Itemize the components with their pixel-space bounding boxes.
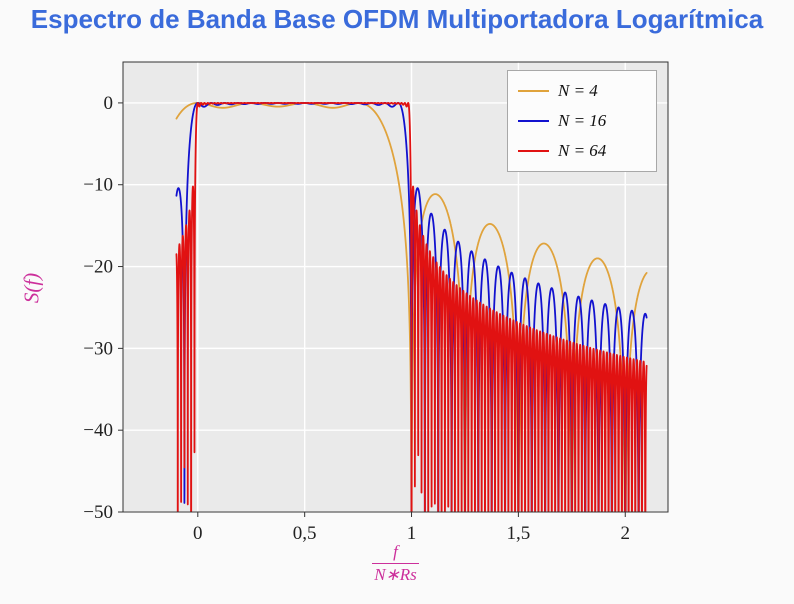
y-tick-label: −10 xyxy=(83,175,113,196)
x-label-denominator: N∗Rs xyxy=(374,565,417,585)
x-axis-label-fraction: f N∗Rs xyxy=(372,541,419,586)
x-tick-label: 2 xyxy=(621,523,631,544)
legend-item-n64: N = 64 xyxy=(518,141,646,161)
legend-label-n64: N = 64 xyxy=(558,141,607,160)
x-tick-label: 0 xyxy=(193,523,203,544)
y-tick-label: −50 xyxy=(83,502,113,523)
legend-label-n4: N = 4 xyxy=(558,81,598,100)
legend-label-n16: N = 16 xyxy=(558,111,607,130)
legend-item-n16: N = 16 xyxy=(518,111,646,131)
legend-line-n64-icon xyxy=(518,150,549,152)
plot-frame xyxy=(122,61,669,513)
y-axis-label: S(f) xyxy=(19,272,44,304)
y-tick-label: −20 xyxy=(83,257,113,278)
x-axis-label: f N∗Rs xyxy=(123,541,668,586)
x-tick-label: 1 xyxy=(407,523,417,544)
legend-line-n16-icon xyxy=(518,120,549,122)
legend: N = 4 N = 16 N = 64 xyxy=(507,70,657,172)
y-tick-label: −30 xyxy=(83,338,113,359)
y-tick-label: 0 xyxy=(104,93,114,114)
legend-item-n4: N = 4 xyxy=(518,81,646,101)
x-tick-label: 0,5 xyxy=(293,523,317,544)
x-tick-label: 1,5 xyxy=(507,523,531,544)
legend-line-n4-icon xyxy=(518,90,549,92)
y-tick-label: −40 xyxy=(83,420,113,441)
series-line-n64 xyxy=(175,102,648,512)
chart-title: Espectro de Banda Base OFDM Multiportado… xyxy=(30,4,764,34)
x-label-numerator: f xyxy=(372,541,419,565)
series-group xyxy=(175,102,648,512)
